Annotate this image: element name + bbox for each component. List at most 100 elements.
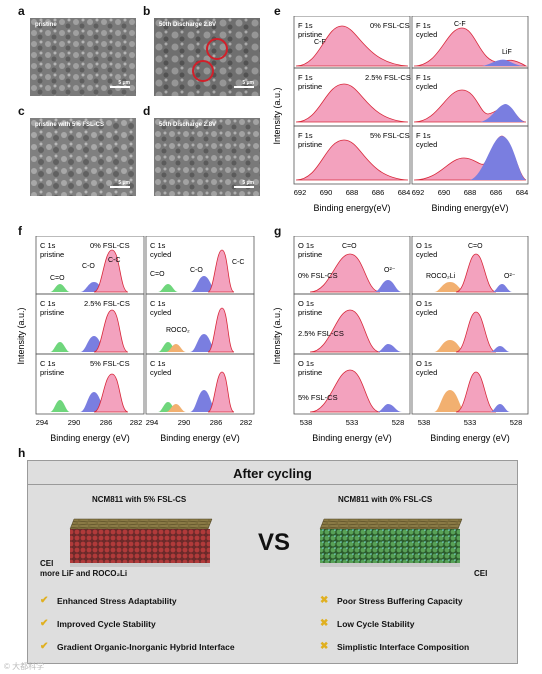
sem-texture (154, 18, 260, 96)
con-text: Simplistic Interface Composition (337, 641, 470, 652)
column-left (35, 236, 145, 415)
sem-caption: pristine with 5% FSL-CS (35, 122, 105, 128)
crack-highlight-circle (192, 60, 214, 82)
substrate (320, 563, 460, 567)
state-label: pristine (40, 308, 64, 317)
peak-label: C=O (468, 243, 483, 250)
peak-lif (470, 136, 526, 180)
x-axis-label: Binding energy(eV) (313, 203, 390, 213)
state-label: cycled (416, 308, 437, 317)
sem-texture (30, 18, 136, 96)
watermark: © 大都科学 (4, 662, 45, 671)
sample-tag: 2.5% FSL-CS (84, 299, 130, 308)
core-level-label: O 1s (416, 241, 432, 250)
peak-cf (295, 139, 409, 181)
core-level-label: F 1s (416, 131, 431, 140)
electrode-with-5-percent (69, 518, 213, 567)
x-tick-labels-left: 538 533 528 (300, 418, 405, 427)
state-label: pristine (40, 368, 64, 377)
xps-panel-f: Intensity (a.u.) C 1s pristine 0% FSL (16, 236, 255, 443)
left-cei-label: CEI (40, 559, 54, 568)
panel-a-label: a (18, 4, 25, 18)
tick-label: 533 (464, 418, 477, 427)
con-item: ✖ Poor Stress Buffering Capacity (320, 595, 463, 606)
sem-image-d: 50th Discharge 2.8V 5 μm (154, 118, 260, 196)
core-level-label: C 1s (150, 299, 166, 308)
state-label: pristine (298, 30, 322, 39)
peak-label: ROCO₂Li (426, 273, 456, 280)
core-level-label: F 1s (416, 73, 431, 82)
peak-cf (413, 27, 528, 67)
tick-label: 294 (146, 418, 159, 427)
sample-tag: 5% FSL-CS (370, 131, 410, 140)
tick-label: 294 (36, 418, 49, 427)
title-divider (28, 484, 517, 485)
state-label: cycled (416, 368, 437, 377)
tick-label: 684 (398, 188, 411, 197)
sample-tag: 2.5% FSL-CS (298, 329, 344, 338)
sample-tag: 0% FSL-CS (298, 271, 338, 280)
y-axis-label: Intensity (a.u.) (16, 307, 26, 364)
tick-label: 282 (130, 418, 143, 427)
check-icon: ✔ (40, 641, 49, 652)
scale-bar (110, 186, 130, 188)
scale-bar (234, 86, 254, 88)
peak-o2 (376, 344, 402, 352)
pro-item: ✔ Gradient Organic-Inorganic Hybrid Inter… (40, 641, 235, 652)
x-axis-label: Binding energy (eV) (312, 433, 392, 443)
pro-item: ✔ Improved Cycle Stability (40, 618, 156, 629)
state-label: cycled (416, 82, 437, 91)
pro-text: Enhanced Stress Adaptability (57, 595, 177, 606)
peak-roco2li (434, 282, 466, 292)
core-level-label: C 1s (40, 299, 56, 308)
tick-label: 538 (418, 418, 431, 427)
tick-label: 282 (240, 418, 253, 427)
peak-c=o (455, 311, 497, 353)
state-label: pristine (298, 82, 322, 91)
panel-g-label: g (274, 224, 282, 238)
x-axis-label: Binding energy (eV) (160, 433, 240, 443)
state-label: pristine (298, 368, 322, 377)
peak-c=o (50, 284, 70, 292)
tick-label: 690 (438, 188, 451, 197)
peak-c-c (93, 373, 129, 413)
peak-label: C-C (108, 257, 120, 264)
ncm811-particles (320, 529, 460, 563)
tick-label: 686 (372, 188, 385, 197)
scale-bar-label: 5 μm (242, 180, 254, 186)
current-collector-top (69, 518, 213, 530)
peak-o2 (492, 284, 512, 292)
column-left (293, 16, 411, 185)
tick-label: 686 (490, 188, 503, 197)
core-level-label: C 1s (150, 359, 166, 368)
peak-c=o (158, 284, 178, 292)
tick-label: 533 (346, 418, 359, 427)
core-level-label: C 1s (40, 359, 56, 368)
scale-bar-label: 5 μm (118, 180, 130, 186)
peak-label: C-F (314, 39, 326, 46)
crack-highlight-circle (206, 38, 228, 60)
peak-roco2li (434, 390, 466, 412)
peak-label: C-O (190, 267, 203, 274)
sem-caption: pristine (35, 22, 57, 28)
con-item: ✖ Simplistic Interface Composition (320, 641, 469, 652)
y-axis-label: Intensity (a.u.) (272, 307, 282, 364)
xps-panel-e: Intensity (a.u.) F 1s pristine 0% FSL-CS… (272, 16, 529, 213)
peak-c=o (455, 371, 497, 413)
x-tick-labels-left: 294 290 286 282 (36, 418, 143, 427)
peak-label: C=O (50, 275, 65, 282)
peak-c-c (207, 249, 235, 293)
electrode-with-0-percent (319, 518, 463, 567)
peak-o2 (376, 404, 402, 412)
peak-cf (295, 83, 409, 123)
peak-label: C=O (150, 271, 165, 278)
peak-c=o (50, 400, 70, 412)
sample-tag: 0% FSL-CS (370, 21, 410, 30)
tick-label: 286 (100, 418, 113, 427)
peak-c-c (93, 309, 129, 353)
sample-tag: 5% FSL-CS (90, 359, 130, 368)
sem-caption: 50th Discharge 2.8V (159, 22, 217, 28)
peak-label: C=O (342, 243, 357, 250)
con-text: Low Cycle Stability (337, 618, 415, 629)
x-tick-labels-right: 692 690 688 686 684 (412, 188, 529, 197)
